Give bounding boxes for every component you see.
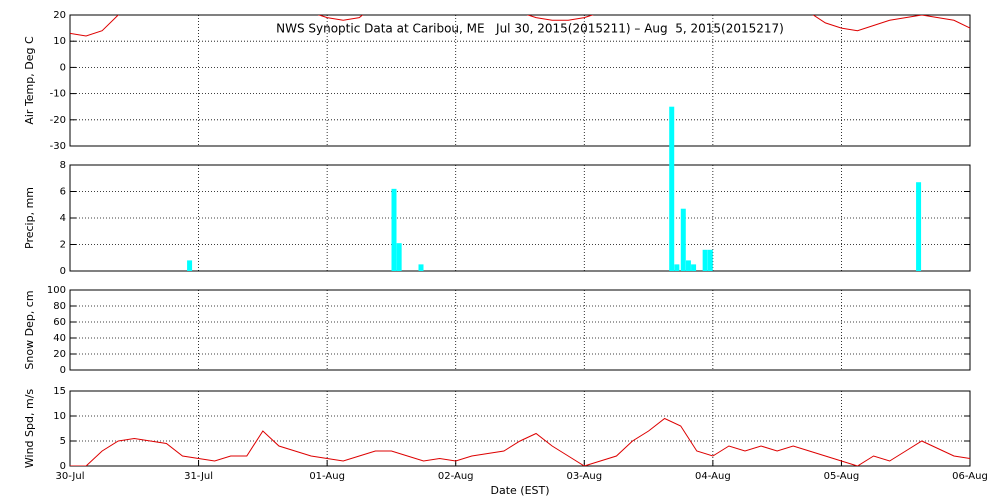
bar	[685, 260, 691, 271]
plot-frame	[69, 390, 971, 467]
y-axis-label: Precip, mm	[23, 187, 36, 249]
bar	[418, 264, 424, 271]
plot-frame	[69, 289, 971, 371]
bar	[669, 106, 675, 271]
x-tick-label: 02-Aug	[438, 471, 474, 482]
bar	[680, 208, 686, 271]
bar	[707, 249, 713, 271]
x-axis-label: Date (EST)	[490, 484, 549, 497]
y-tick-label: 10	[53, 411, 66, 422]
chart-title: NWS Synoptic Data at Caribou, ME Jul 30,…	[276, 22, 784, 36]
y-tick-label: 20	[53, 10, 66, 21]
x-tick-label: 01-Aug	[309, 471, 345, 482]
y-tick-label: -30	[50, 141, 66, 152]
x-tick-label: 06-Aug	[952, 471, 988, 482]
y-tick-label: 20	[53, 349, 66, 360]
bar	[674, 264, 680, 271]
x-tick-label: 31-Jul	[184, 471, 213, 482]
y-tick-label: 0	[60, 266, 66, 277]
x-tick-label: 03-Aug	[566, 471, 602, 482]
y-tick-label: 0	[60, 365, 66, 376]
bar	[691, 264, 697, 271]
y-tick-label: 5	[60, 436, 66, 447]
y-tick-label: 6	[60, 187, 66, 198]
plot-frame	[69, 14, 971, 147]
y-axis-label: Wind Spd, m/s	[23, 389, 36, 469]
y-axis-label: Snow Dep, cm	[23, 290, 36, 369]
bar	[702, 249, 708, 271]
y-tick-label: 100	[47, 285, 66, 296]
bar	[396, 243, 402, 271]
y-axis-label: Air Temp, Deg C	[23, 36, 36, 125]
y-tick-label: -10	[50, 89, 66, 100]
plot-frame	[69, 164, 971, 272]
y-tick-label: 0	[60, 62, 66, 73]
data-line	[70, 15, 970, 37]
y-tick-label: -20	[50, 115, 66, 126]
data-line	[70, 417, 970, 466]
y-tick-label: 60	[53, 317, 66, 328]
x-tick-label: 05-Aug	[824, 471, 860, 482]
y-tick-label: 2	[60, 240, 66, 251]
bar	[187, 260, 193, 271]
y-tick-label: 4	[60, 213, 66, 224]
x-tick-label: 30-Jul	[56, 471, 85, 482]
bar	[391, 188, 397, 271]
y-tick-label: 15	[53, 386, 66, 397]
y-tick-label: 8	[60, 160, 66, 171]
x-tick-label: 04-Aug	[695, 471, 731, 482]
bar	[916, 182, 922, 271]
y-tick-label: 80	[53, 301, 66, 312]
y-tick-label: 10	[53, 36, 66, 47]
y-tick-label: 40	[53, 333, 66, 344]
y-tick-label: 0	[60, 461, 66, 472]
